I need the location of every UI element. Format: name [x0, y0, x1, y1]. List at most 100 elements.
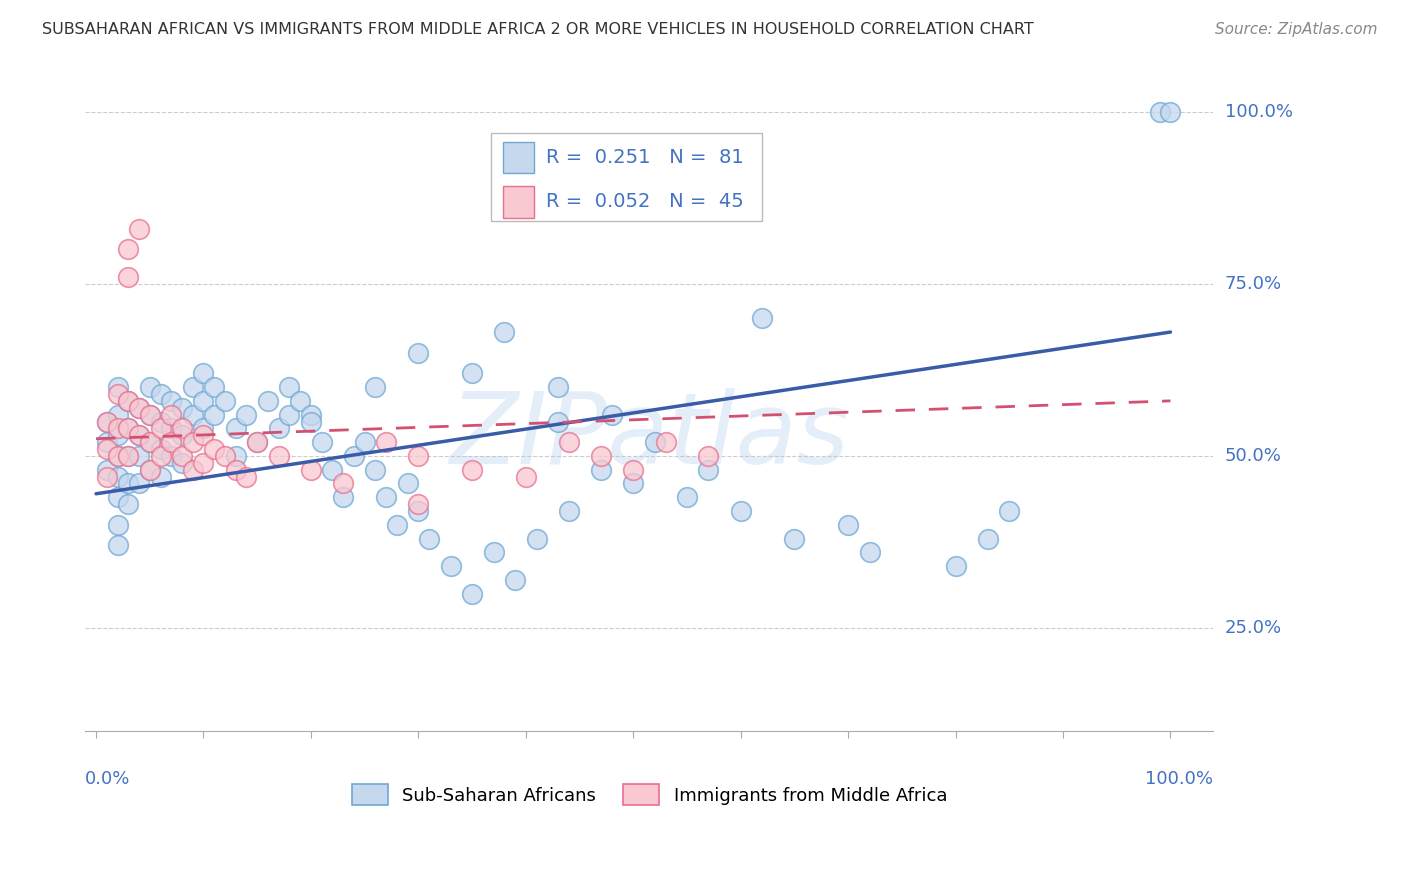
- Point: [482, 545, 505, 559]
- Point: [170, 428, 193, 442]
- Point: [128, 401, 150, 415]
- Text: SUBSAHARAN AFRICAN VS IMMIGRANTS FROM MIDDLE AFRICA 2 OR MORE VEHICLES IN HOUSEH: SUBSAHARAN AFRICAN VS IMMIGRANTS FROM MI…: [42, 22, 1033, 37]
- Text: 25.0%: 25.0%: [1225, 619, 1282, 637]
- Point: [107, 387, 129, 401]
- Point: [515, 469, 537, 483]
- Point: [181, 435, 204, 450]
- Point: [977, 532, 1000, 546]
- Point: [107, 408, 129, 422]
- Point: [117, 449, 139, 463]
- Point: [589, 463, 612, 477]
- Text: 0.0%: 0.0%: [86, 771, 131, 789]
- Point: [149, 442, 172, 456]
- Point: [160, 421, 183, 435]
- Text: 100.0%: 100.0%: [1146, 771, 1213, 789]
- Point: [353, 435, 375, 450]
- Point: [408, 504, 430, 518]
- Point: [181, 463, 204, 477]
- Point: [364, 463, 387, 477]
- Point: [107, 517, 129, 532]
- Point: [149, 415, 172, 429]
- Point: [998, 504, 1021, 518]
- Point: [149, 449, 172, 463]
- Point: [128, 428, 150, 442]
- Text: 75.0%: 75.0%: [1225, 275, 1282, 293]
- Point: [396, 476, 419, 491]
- FancyBboxPatch shape: [492, 133, 762, 221]
- Point: [321, 463, 343, 477]
- Point: [202, 408, 225, 422]
- Point: [139, 463, 162, 477]
- Point: [332, 476, 354, 491]
- Point: [96, 415, 118, 429]
- Point: [139, 435, 162, 450]
- Point: [408, 449, 430, 463]
- Point: [107, 449, 129, 463]
- Point: [408, 497, 430, 511]
- Point: [117, 421, 139, 435]
- Point: [128, 476, 150, 491]
- Point: [600, 408, 623, 422]
- Point: [503, 573, 526, 587]
- Point: [117, 497, 139, 511]
- Point: [225, 421, 247, 435]
- Point: [170, 449, 193, 463]
- Text: Source: ZipAtlas.com: Source: ZipAtlas.com: [1215, 22, 1378, 37]
- Point: [644, 435, 666, 450]
- Text: 50.0%: 50.0%: [1225, 447, 1281, 465]
- Point: [214, 393, 236, 408]
- Point: [1159, 104, 1181, 119]
- Point: [225, 463, 247, 477]
- Point: [837, 517, 859, 532]
- Point: [246, 435, 269, 450]
- Point: [139, 408, 162, 422]
- Point: [676, 490, 699, 504]
- Point: [246, 435, 269, 450]
- Point: [128, 428, 150, 442]
- Point: [621, 476, 644, 491]
- Point: [117, 393, 139, 408]
- Point: [139, 463, 162, 477]
- Point: [290, 393, 312, 408]
- Text: R =  0.251   N =  81: R = 0.251 N = 81: [546, 148, 744, 167]
- Point: [96, 435, 118, 450]
- Point: [558, 435, 581, 450]
- Point: [96, 442, 118, 456]
- Point: [160, 435, 183, 450]
- Point: [257, 393, 280, 408]
- Text: R =  0.052   N =  45: R = 0.052 N = 45: [546, 193, 744, 211]
- Point: [107, 490, 129, 504]
- Point: [408, 345, 430, 359]
- Legend: Sub-Saharan Africans, Immigrants from Middle Africa: Sub-Saharan Africans, Immigrants from Mi…: [344, 777, 955, 813]
- Point: [214, 449, 236, 463]
- Point: [193, 456, 215, 470]
- Text: ZIPatlas: ZIPatlas: [450, 389, 849, 485]
- Point: [385, 517, 408, 532]
- Point: [107, 469, 129, 483]
- Text: 100.0%: 100.0%: [1225, 103, 1292, 120]
- Point: [375, 490, 398, 504]
- Point: [859, 545, 882, 559]
- Point: [149, 387, 172, 401]
- Point: [160, 449, 183, 463]
- Point: [267, 449, 290, 463]
- Point: [299, 408, 322, 422]
- Point: [96, 415, 118, 429]
- Point: [654, 435, 676, 450]
- Point: [96, 463, 118, 477]
- Point: [311, 435, 333, 450]
- Point: [193, 428, 215, 442]
- Point: [117, 393, 139, 408]
- Point: [117, 270, 139, 285]
- Point: [193, 367, 215, 381]
- Point: [751, 311, 773, 326]
- Point: [107, 449, 129, 463]
- Point: [783, 532, 806, 546]
- Point: [117, 449, 139, 463]
- Point: [418, 532, 440, 546]
- Point: [375, 435, 398, 450]
- Point: [139, 435, 162, 450]
- Point: [558, 504, 581, 518]
- Point: [170, 401, 193, 415]
- Point: [299, 463, 322, 477]
